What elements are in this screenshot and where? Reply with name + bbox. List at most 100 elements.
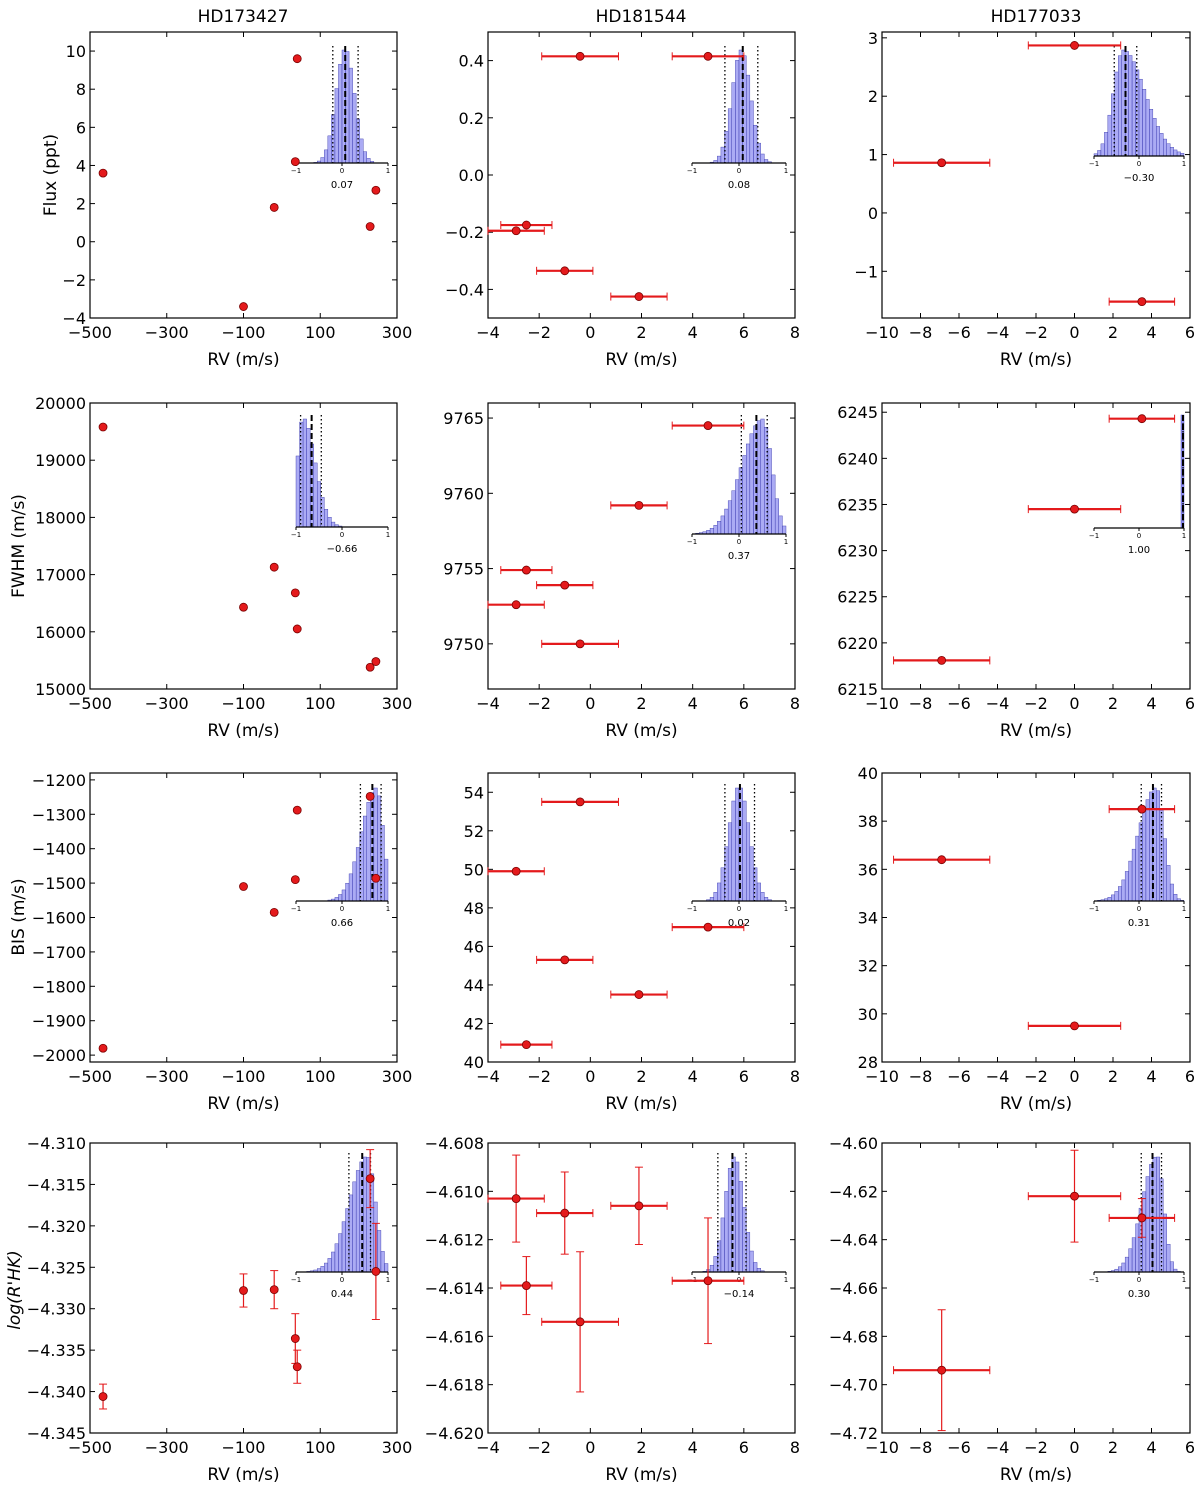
hist-bar [717,155,722,164]
x-tick-label: −100 [222,1438,266,1457]
axes-frame [487,1142,796,1434]
y-tick-label: 0.0 [459,166,484,185]
inset-correlation-label: 0.44 [331,1289,353,1300]
scatter-marker [937,158,947,168]
hist-bar [317,481,321,528]
hist-bar [717,521,722,535]
panel-2-1: −500 −300 −100 100 300 15000 16000 17000 18000 19… [35,394,412,741]
hist-bar [324,1262,329,1273]
hist-bar [373,787,378,902]
hist-bar [1163,138,1167,157]
y-tick-label: 8 [76,80,86,99]
x-tick-label: 0 [585,1067,595,1086]
data-point [671,1217,745,1345]
y-tick-label: 38 [858,812,878,831]
hist-bar [709,1265,714,1273]
scatter-marker [292,805,302,815]
y-tick-label: −4.620 [425,1424,484,1443]
hist-bar [1142,810,1147,902]
data-point [487,226,545,236]
y-tick-label: −4.60 [829,1134,878,1153]
hist-bar [753,1262,758,1273]
hist-bar [327,517,332,528]
x-tick-label: −4 [986,323,1010,342]
x-tick-label: −8 [909,1067,933,1086]
hist-bar [1121,879,1126,902]
y-tick-label: −1900 [32,1012,86,1031]
scatter-marker [1137,804,1147,814]
hist-bar [1145,799,1150,902]
x-tick-label: 2 [1108,1067,1118,1086]
y-tick-label: −0.2 [445,223,484,242]
x-tick-label: −100 [222,694,266,713]
hist-bar [720,867,725,902]
x-tick-label: 0 [585,323,595,342]
hist-bar [1149,109,1154,157]
hist-bar [1156,790,1160,902]
hist-bar [1128,860,1133,902]
x-tick-label: −4 [476,1067,500,1086]
scatter-marker [703,421,713,430]
inset-tick-label: 0 [1137,1276,1141,1284]
x-tick-label: −100 [222,323,266,342]
x-axis-label: RV (m/s) [605,721,677,741]
y-tick-label: −4.616 [425,1327,484,1346]
x-tick-label: −2 [1024,694,1048,713]
hist-bar [348,873,353,902]
y-tick-label: −4.310 [27,1134,86,1153]
hist-bar [338,1233,343,1273]
y-tick-label: 28 [858,1053,878,1072]
y-tick-label: −4.62 [829,1182,878,1201]
scatter-marker [292,54,302,64]
x-tick-label: 100 [305,323,336,342]
x-tick-label: −4 [986,1438,1010,1457]
data-point [500,1256,553,1316]
hist-bar [1156,126,1160,157]
scatter-marker [365,1174,375,1184]
x-tick-label: −2 [527,323,551,342]
inset-tick-label: −1 [291,905,301,913]
x-tick-label: 4 [688,323,698,342]
scatter-marker [521,565,531,575]
data-point [610,1166,668,1245]
y-tick-label: −4.66 [829,1279,878,1298]
x-tick-label: 300 [382,694,413,713]
hist-bar [1166,143,1171,157]
x-tick-label: −500 [68,323,112,342]
hist-bar [1107,114,1112,157]
scatter-marker [269,907,279,917]
hist-bar [363,815,367,902]
hist-bar [717,882,722,902]
hist-bar [1159,133,1164,157]
y-tick-label: −0.4 [445,280,484,299]
hist-bar [713,525,718,535]
data-point [239,602,248,612]
hist-bar [727,500,732,535]
y-tick-label: 1 [868,146,878,165]
ylabel-flux: Flux (ppt) [41,134,61,216]
hist-bar [331,1251,336,1273]
x-axis-label: RV (m/s) [207,350,279,370]
scatter-marker [511,1194,521,1203]
data-point [365,791,375,801]
y-tick-label: 3 [868,29,878,48]
x-tick-label: 6 [1185,1438,1195,1457]
hist-bar [1166,865,1171,902]
hist-bar [749,433,754,535]
y-tick-label: 6245 [837,403,878,422]
hist-bar [753,124,758,164]
scatter-marker [269,562,279,572]
inset-tick-label: 1 [1182,160,1186,168]
inset-tick-label: 0 [737,538,741,546]
ylabel-bis: BIS (m/s) [9,878,29,955]
scatter-marker [937,855,947,865]
x-tick-label: 8 [790,694,800,713]
y-tick-label: 32 [858,957,878,976]
hist-bar [1124,871,1129,902]
hist-bar [1118,886,1122,902]
data-point [98,1383,108,1410]
axes-frame [881,1142,1191,1434]
scatter-marker [937,656,947,665]
inset-tick-label: −1 [1089,1276,1099,1284]
